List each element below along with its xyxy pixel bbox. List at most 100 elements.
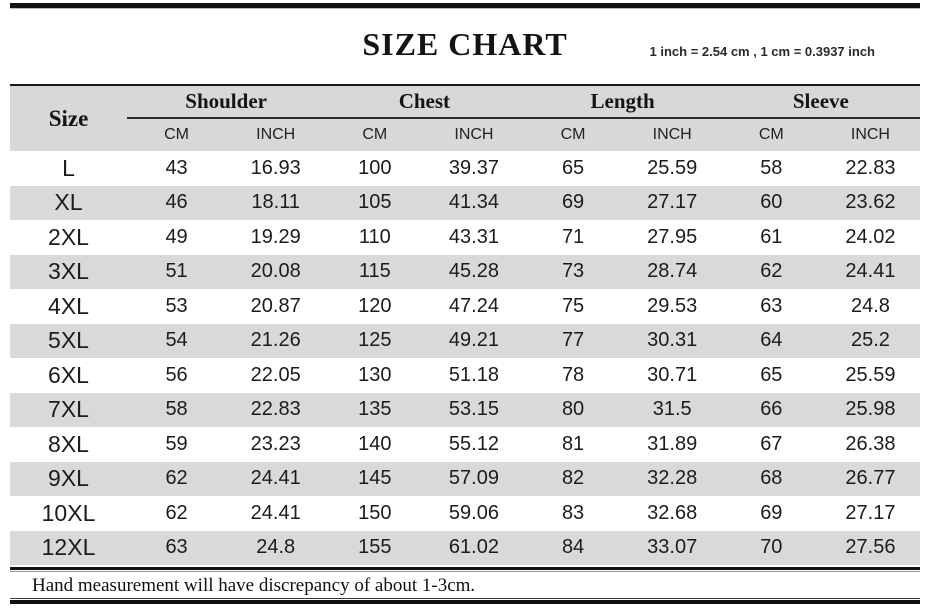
cell: 75 [561, 294, 585, 317]
table-row: 8XL 59 23.23 140 55.12 81 31.89 67 26.38 [10, 427, 920, 462]
size-cell: 5XL [48, 327, 89, 354]
cell: 53.15 [448, 398, 499, 421]
table-row: 3XL 51 20.08 115 45.28 73 28.74 62 24.41 [10, 254, 920, 289]
size-cell: 9XL [48, 465, 89, 492]
bottom-divider [10, 600, 920, 604]
cell: 62 [165, 467, 188, 490]
top-divider [10, 3, 920, 8]
size-cell: XL [54, 189, 83, 216]
cell: 24.8 [256, 536, 296, 559]
cell: 31.89 [647, 432, 698, 455]
cell: 24.41 [250, 501, 301, 524]
bottom-divider-thin [10, 598, 920, 599]
table-row: XL 46 18.11 105 41.34 69 27.17 60 23.62 [10, 185, 920, 220]
cell: 23.23 [250, 432, 301, 455]
cell: 57.09 [448, 467, 499, 490]
cell: 67 [760, 432, 783, 455]
cell: 49 [165, 225, 188, 248]
table-bottom-divider [10, 567, 920, 570]
cell: 83 [561, 501, 585, 524]
table-row: 4XL 53 20.87 120 47.24 75 29.53 63 24.8 [10, 289, 920, 324]
group-header-length: Length [523, 85, 722, 119]
table-row: L 43 16.93 100 39.37 65 25.59 58 22.83 [10, 151, 920, 186]
cell: 73 [561, 260, 585, 283]
table-row: 6XL 56 22.05 130 51.18 78 30.71 65 25.59 [10, 358, 920, 393]
size-cell: L [62, 154, 75, 181]
table-row: 9XL 62 24.41 145 57.09 82 32.28 68 26.77 [10, 461, 920, 496]
cell: 30.71 [647, 363, 698, 386]
size-table: Size Shoulder Chest Length Sleeve CM INC… [10, 84, 920, 565]
cell: 24.02 [845, 225, 896, 248]
footer-note: Hand measurement will have discrepancy o… [32, 575, 476, 596]
group-header-chest: Chest [325, 85, 524, 119]
cell: 19.29 [250, 225, 301, 248]
table-row: 7XL 58 22.83 135 53.15 80 31.5 66 25.98 [10, 392, 920, 427]
cell: 51 [165, 260, 188, 283]
table-bottom-divider-thin [10, 571, 920, 572]
table-row: 2XL 49 19.29 110 43.31 71 27.95 61 24.02 [10, 220, 920, 255]
size-cell: 7XL [48, 396, 89, 423]
cell: 32.68 [647, 501, 698, 524]
unit-header: CM [164, 126, 189, 143]
cell: 31.5 [652, 398, 692, 421]
cell: 61 [760, 225, 783, 248]
cell: 115 [358, 260, 391, 283]
cell: 62 [165, 501, 188, 524]
table-body: L 43 16.93 100 39.37 65 25.59 58 22.83 X… [10, 151, 920, 565]
cell: 69 [561, 191, 585, 214]
cell: 28.74 [647, 260, 698, 283]
page-title: SIZE CHART [362, 26, 568, 62]
size-cell: 6XL [48, 361, 89, 388]
cell: 24.41 [845, 260, 896, 283]
cell: 43.31 [448, 225, 499, 248]
size-cell: 3XL [48, 258, 89, 285]
cell: 145 [358, 467, 392, 490]
cell: 58 [760, 156, 783, 179]
cell: 24.41 [250, 467, 301, 490]
unit-header: INCH [256, 126, 296, 143]
unit-header: INCH [454, 126, 494, 143]
cell: 27.17 [647, 191, 698, 214]
cell: 49.21 [448, 329, 499, 352]
cell: 56 [165, 363, 188, 386]
unit-header: INCH [850, 126, 890, 143]
cell: 24.8 [850, 294, 890, 317]
unit-header: CM [758, 126, 784, 143]
cell: 53 [165, 294, 188, 317]
table-row: 12XL 63 24.8 155 61.02 84 33.07 70 27.56 [10, 530, 920, 565]
cell: 25.59 [845, 363, 896, 386]
cell: 62 [760, 260, 783, 283]
cell: 84 [561, 536, 585, 559]
cell: 135 [358, 398, 392, 421]
size-cell: 2XL [48, 223, 89, 250]
cell: 71 [561, 225, 585, 248]
cell: 120 [358, 294, 392, 317]
cell: 18.11 [251, 191, 300, 214]
size-cell: 8XL [48, 430, 89, 457]
cell: 61.02 [448, 536, 499, 559]
cell: 47.24 [448, 294, 499, 317]
cell: 30.31 [647, 329, 698, 352]
cell: 82 [561, 467, 585, 490]
unit-header: INCH [652, 126, 692, 143]
table-row: 10XL 62 24.41 150 59.06 83 32.68 69 27.1… [10, 496, 920, 531]
cell: 59 [165, 432, 188, 455]
cell: 150 [358, 501, 392, 524]
cell: 39.37 [448, 156, 499, 179]
cell: 45.28 [448, 260, 499, 283]
cell: 46 [165, 191, 188, 214]
cell: 32.28 [647, 467, 698, 490]
cell: 68 [760, 467, 783, 490]
unit-header-row: CM INCH CM INCH CM INCH CM INCH [10, 118, 920, 151]
cell: 80 [561, 398, 585, 421]
group-header-shoulder: Shoulder [127, 85, 326, 119]
cell: 16.93 [250, 156, 301, 179]
cell: 27.56 [845, 536, 896, 559]
cell: 63 [760, 294, 783, 317]
cell: 26.77 [845, 467, 896, 490]
unit-header: CM [362, 126, 388, 143]
cell: 78 [561, 363, 585, 386]
cell: 105 [358, 191, 392, 214]
cell: 64 [760, 329, 783, 352]
